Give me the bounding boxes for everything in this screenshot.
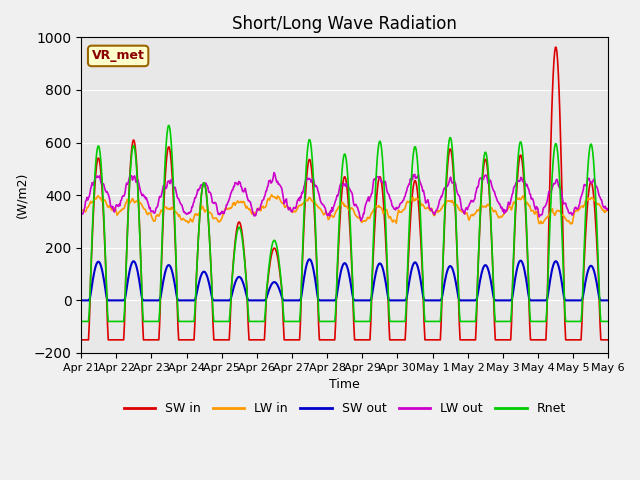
LW out bbox=[223, 202, 230, 208]
Rnet bbox=[141, 319, 148, 324]
LW out bbox=[604, 206, 612, 212]
LW in bbox=[141, 206, 148, 212]
Rnet bbox=[410, 147, 418, 153]
SW out bbox=[305, 256, 313, 262]
LW out bbox=[141, 193, 148, 199]
LW in bbox=[604, 207, 612, 213]
LW out bbox=[195, 188, 202, 193]
LW in bbox=[425, 204, 433, 210]
SW out bbox=[195, 282, 202, 288]
LW in bbox=[410, 194, 417, 200]
SW out bbox=[425, 298, 433, 303]
SW out bbox=[410, 262, 417, 267]
SW in bbox=[408, 191, 416, 196]
LW out bbox=[77, 210, 85, 216]
Title: Short/Long Wave Radiation: Short/Long Wave Radiation bbox=[232, 15, 457, 33]
LW out bbox=[270, 170, 278, 176]
Rnet bbox=[164, 123, 172, 129]
Rnet bbox=[195, 222, 203, 228]
SW in bbox=[552, 45, 559, 50]
Line: SW in: SW in bbox=[81, 48, 608, 340]
SW out bbox=[223, 298, 230, 303]
LW in bbox=[195, 212, 202, 217]
Rnet bbox=[386, 319, 394, 324]
SW in bbox=[424, 337, 432, 343]
SW out bbox=[604, 298, 612, 303]
LW out bbox=[87, 186, 95, 192]
LW out bbox=[426, 205, 433, 211]
Rnet bbox=[604, 319, 612, 324]
LW in bbox=[87, 198, 95, 204]
Rnet bbox=[426, 319, 433, 324]
LW in bbox=[223, 204, 230, 210]
Line: LW out: LW out bbox=[81, 173, 608, 221]
Y-axis label: (W/m2): (W/m2) bbox=[15, 172, 28, 218]
SW in bbox=[87, 274, 95, 279]
Line: LW in: LW in bbox=[81, 195, 608, 224]
SW out bbox=[141, 298, 148, 303]
Rnet bbox=[77, 319, 85, 324]
SW in bbox=[141, 337, 148, 343]
SW out bbox=[77, 298, 85, 303]
LW out bbox=[357, 218, 365, 224]
LW in bbox=[77, 207, 85, 213]
Legend: SW in, LW in, SW out, LW out, Rnet: SW in, LW in, SW out, LW out, Rnet bbox=[118, 397, 571, 420]
LW in bbox=[268, 192, 276, 198]
Line: Rnet: Rnet bbox=[81, 126, 608, 322]
Rnet bbox=[223, 319, 231, 324]
SW in bbox=[604, 337, 612, 343]
SW out bbox=[87, 291, 95, 297]
X-axis label: Time: Time bbox=[330, 378, 360, 391]
LW out bbox=[410, 173, 418, 179]
LW in bbox=[567, 221, 575, 227]
SW out bbox=[597, 298, 605, 303]
SW in bbox=[77, 337, 85, 343]
Rnet bbox=[87, 272, 95, 277]
SW in bbox=[223, 337, 230, 343]
SW in bbox=[195, 234, 202, 240]
SW in bbox=[527, 337, 534, 343]
Line: SW out: SW out bbox=[81, 259, 608, 300]
Text: VR_met: VR_met bbox=[92, 49, 145, 62]
